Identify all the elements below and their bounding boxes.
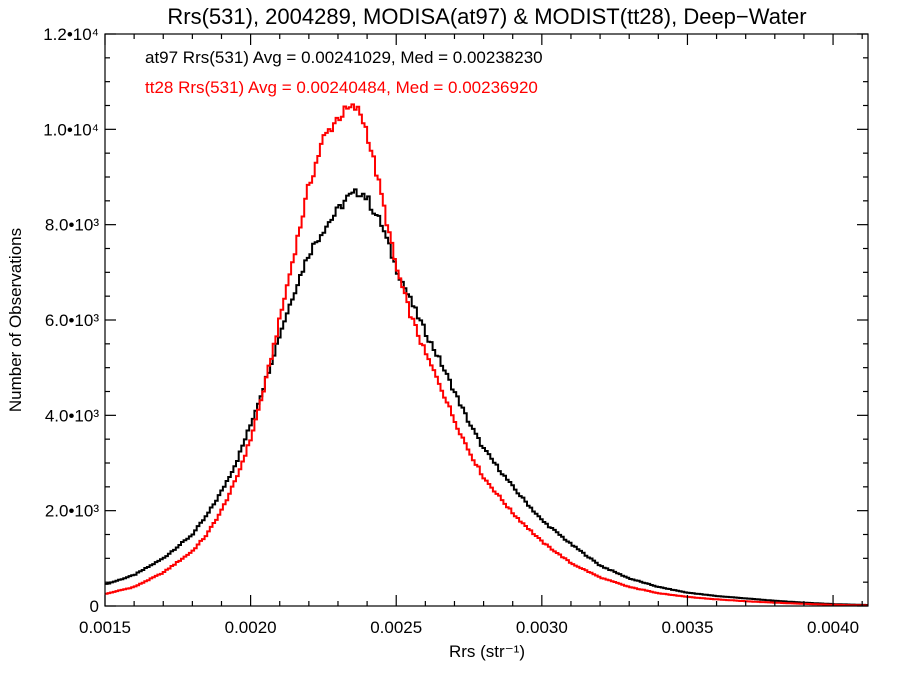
series-line-tt28 [105,103,868,607]
x-tick-label: 0.0020 [225,618,277,637]
y-tick-label: 6.0•10³ [45,311,99,330]
x-axis: 0.0015 0.0020 0.0025 0.0030 0.0035 0.0040 [79,34,863,637]
y-tick-label: 8.0•10³ [45,216,99,235]
series-line-at97 [105,188,868,606]
x-tick-label: 0.0030 [516,618,568,637]
y-tick-label: 1.2•10⁴ [43,25,99,44]
legend-entry-tt28: tt28 Rrs(531) Avg = 0.00240484, Med = 0.… [145,78,538,97]
series-layer [105,103,868,607]
plot-frame [104,33,869,607]
x-tick-label: 0.0035 [661,618,713,637]
x-tick-label: 0.0025 [370,618,422,637]
y-axis: 0 2.0•10³ 4.0•10³ 6.0•10³ 8.0•10³ 1.0•10⁴ 1.2•… [43,25,868,616]
x-axis-label: Rrs (str⁻¹) [449,642,525,661]
y-tick-label: 2.0•10³ [45,502,99,521]
x-tick-label: 0.0040 [807,618,859,637]
chart-title: Rrs(531), 2004289, MODISA(at97) & MODIST… [167,4,806,29]
legend-entry-at97: at97 Rrs(531) Avg = 0.00241029, Med = 0.… [145,48,543,67]
y-tick-label: 4.0•10³ [45,406,99,425]
y-axis-label: Number of Observations [6,228,25,412]
y-tick-label: 1.0•10⁴ [43,120,99,139]
x-tick-label: 0.0015 [79,618,131,637]
y-tick-label: 0 [90,597,99,616]
